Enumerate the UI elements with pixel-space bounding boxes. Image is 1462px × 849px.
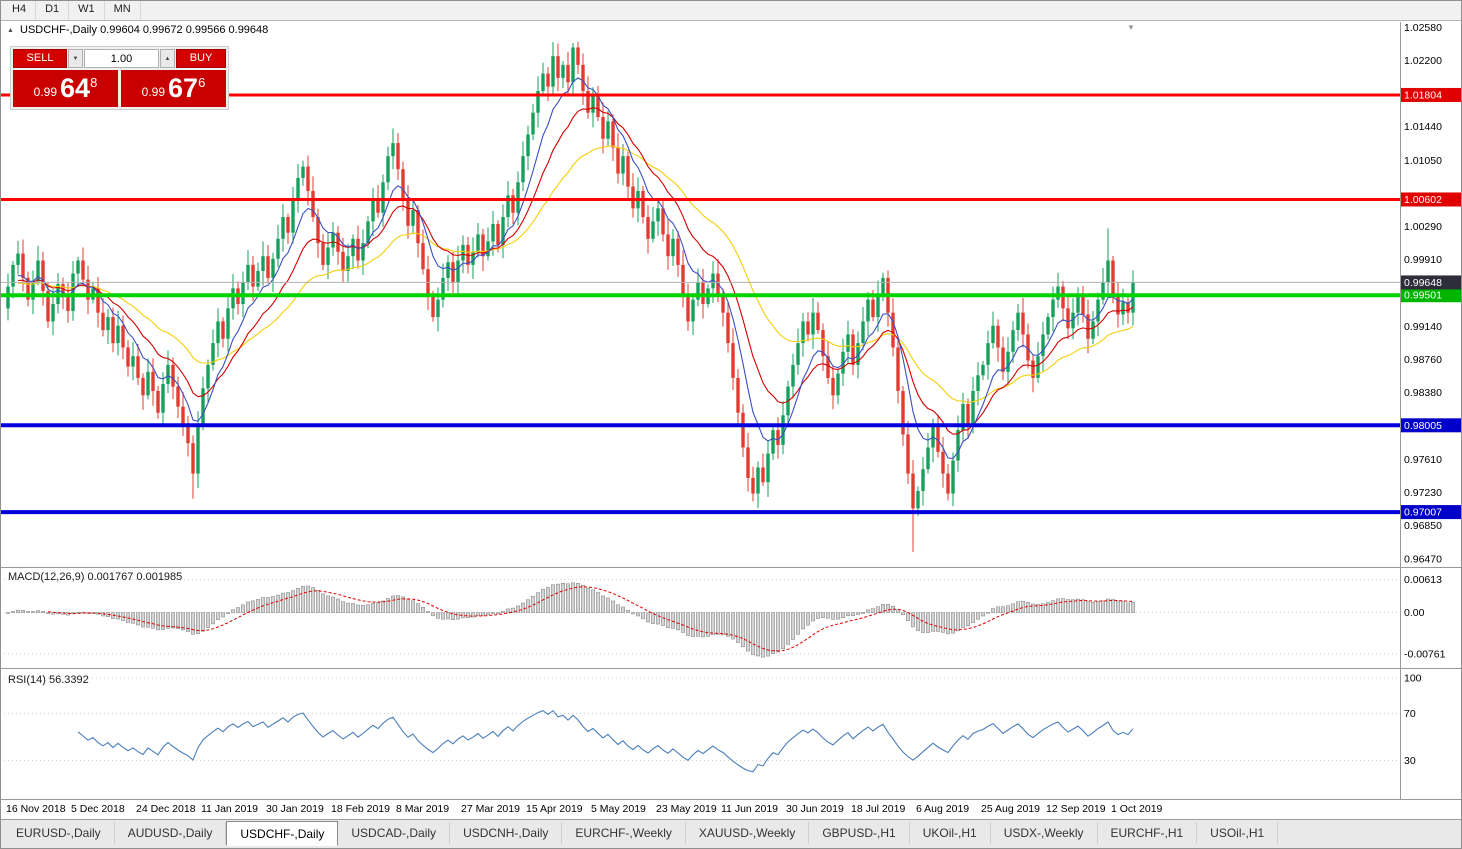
tab-audusd-daily[interactable]: AUDUSD-,Daily [115,822,227,844]
svg-text:-0.00761: -0.00761 [1404,648,1446,660]
volume-increase-button[interactable]: ▲ [160,49,175,68]
svg-text:1.00602: 1.00602 [1404,194,1442,206]
tab-xauusd-weekly[interactable]: XAUUSD-,Weekly [686,822,810,844]
trade-buttons-row: SELL ▼ ▲ BUY [13,49,226,68]
tab-usdcad-daily[interactable]: USDCAD-,Daily [338,822,451,844]
sell-price-point: 8 [90,75,98,90]
timeframe-w1-button[interactable]: W1 [69,0,105,20]
chart-tab-bar: EURUSD-,Daily AUDUSD-,Daily USDCHF-,Dail… [0,819,1462,849]
tab-usdx-weekly[interactable]: USDX-,Weekly [991,822,1098,844]
sell-price-display: 0.99 64 8 [13,70,118,107]
sell-price-pips: 64 [60,73,91,103]
chart-ohlc-values: 0.99604 0.99672 0.99566 0.99648 [100,24,269,36]
svg-text:18 Feb 2019: 18 Feb 2019 [331,803,390,815]
sell-price-major: 0.99 [33,85,58,99]
one-click-trading-widget: SELL ▼ ▲ BUY 0.99 64 8 0.99 67 6 [10,46,229,110]
tab-ukoil-h1[interactable]: UKOil-,H1 [910,822,991,844]
tab-gbpusd-h1[interactable]: GBPUSD-,H1 [809,822,910,844]
buy-price-display: 0.99 67 6 [121,70,226,107]
svg-text:18 Jul 2019: 18 Jul 2019 [851,803,905,815]
tab-usdcnh-daily[interactable]: USDCNH-,Daily [450,822,563,844]
svg-text:0.99140: 0.99140 [1404,321,1442,333]
buy-button[interactable]: BUY [176,49,226,68]
svg-text:5 May 2019: 5 May 2019 [591,803,646,815]
svg-text:5 Dec 2018: 5 Dec 2018 [71,803,125,815]
chart-symbol-label: USDCHF-,Daily [20,24,97,36]
svg-text:11 Jan 2019: 11 Jan 2019 [201,803,258,815]
tab-eurchf-h1[interactable]: EURCHF-,H1 [1098,822,1198,844]
svg-text:0.96850: 0.96850 [1404,520,1442,532]
svg-text:11 Jun 2019: 11 Jun 2019 [721,803,778,815]
svg-text:0.97007: 0.97007 [1404,507,1442,519]
svg-text:0.97230: 0.97230 [1404,487,1442,499]
svg-text:23 May 2019: 23 May 2019 [656,803,717,815]
svg-text:0.99501: 0.99501 [1404,290,1442,302]
buy-price-point: 6 [198,75,206,90]
timeframe-mn-button[interactable]: MN [105,0,141,20]
svg-text:70: 70 [1404,708,1416,720]
trade-prices-row: 0.99 64 8 0.99 67 6 [13,70,226,107]
volume-decrease-button[interactable]: ▼ [68,49,83,68]
tab-usoil-h1[interactable]: USOil-,H1 [1197,822,1279,844]
svg-text:1.00290: 1.00290 [1404,221,1442,233]
buy-price-pips: 67 [168,73,199,103]
svg-text:0.96470: 0.96470 [1404,553,1442,565]
symbol-triangle-icon: ▲ [7,26,14,34]
svg-text:30: 30 [1404,755,1416,767]
svg-text:0.00613: 0.00613 [1404,574,1442,586]
svg-text:100: 100 [1404,673,1422,685]
volume-input[interactable] [84,49,159,68]
svg-text:1.01440: 1.01440 [1404,121,1442,133]
svg-text:0.98380: 0.98380 [1404,387,1442,399]
chart-title: ▲ USDCHF-,Daily 0.99604 0.99672 0.99566 … [7,24,268,36]
buy-price-major: 0.99 [141,85,166,99]
svg-text:0.98005: 0.98005 [1404,420,1442,432]
svg-text:15 Apr 2019: 15 Apr 2019 [526,803,583,815]
svg-text:27 Mar 2019: 27 Mar 2019 [461,803,520,815]
timeframe-d1-button[interactable]: D1 [36,0,70,20]
timeframe-toolbar: H4 D1 W1 MN [0,0,1462,21]
svg-text:30 Jan 2019: 30 Jan 2019 [266,803,324,815]
svg-text:1.02580: 1.02580 [1404,22,1442,34]
svg-text:0.99910: 0.99910 [1404,254,1442,266]
rsi-indicator-label: RSI(14) 56.3392 [8,674,89,686]
svg-text:1.01050: 1.01050 [1404,155,1442,167]
svg-text:24 Dec 2018: 24 Dec 2018 [136,803,196,815]
svg-text:1.01804: 1.01804 [1404,89,1442,101]
svg-text:8 Mar 2019: 8 Mar 2019 [396,803,449,815]
tab-usdchf-daily[interactable]: USDCHF-,Daily [226,821,339,846]
svg-text:16 Nov 2018: 16 Nov 2018 [6,803,66,815]
macd-indicator-label: MACD(12,26,9) 0.001767 0.001985 [8,571,183,583]
svg-text:12 Sep 2019: 12 Sep 2019 [1046,803,1106,815]
svg-text:0.97610: 0.97610 [1404,454,1442,466]
tab-eurusd-daily[interactable]: EURUSD-,Daily [3,822,115,844]
sell-button[interactable]: SELL [13,49,67,68]
svg-text:1.02200: 1.02200 [1404,55,1442,67]
svg-text:25 Aug 2019: 25 Aug 2019 [981,803,1040,815]
svg-text:0.00: 0.00 [1404,607,1425,619]
chart-shift-marker-icon[interactable]: ▼ [1127,23,1135,32]
svg-text:6 Aug 2019: 6 Aug 2019 [916,803,969,815]
svg-text:0.99648: 0.99648 [1404,277,1442,289]
tab-eurchf-weekly[interactable]: EURCHF-,Weekly [562,822,686,844]
svg-text:1 Oct 2019: 1 Oct 2019 [1111,803,1163,815]
svg-text:0.98760: 0.98760 [1404,354,1442,366]
timeframe-h4-button[interactable]: H4 [3,0,37,20]
svg-text:30 Jun 2019: 30 Jun 2019 [786,803,844,815]
